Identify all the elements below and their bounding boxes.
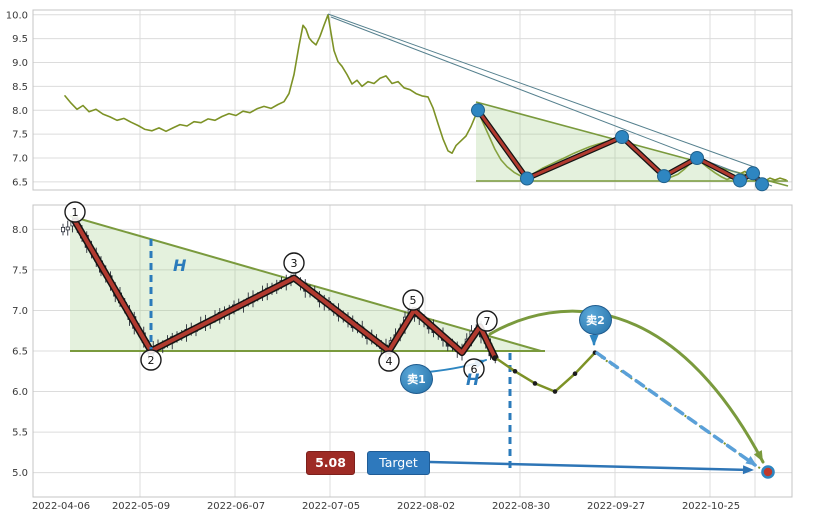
plot-border (32, 204, 793, 498)
pivot-circle (140, 349, 162, 371)
x-tick-label: 2022-09-27 (587, 501, 645, 512)
pivot-circle (463, 358, 485, 380)
pivot-number: 3 (291, 257, 298, 270)
x-tick-label: 2022-06-07 (207, 501, 265, 512)
pivot-dot (657, 169, 671, 184)
overview-chart: 10.0 9.5 9.0 8.5 8.0 7.5 7.0 6.5 (6, 9, 793, 192)
pivot-dot (755, 177, 769, 192)
target-price-tag: 5.08 (306, 451, 355, 475)
y-tick-label: 9.5 (12, 34, 28, 45)
target-arrow (428, 460, 752, 472)
zigzag-line (73, 219, 497, 360)
detail-chart: 8.0 7.5 7.0 6.5 6.0 5.5 5.0 2022-04-06 2022-05-0… (12, 201, 793, 512)
pivot-dot (746, 166, 760, 181)
y-tick-label: 6.5 (12, 347, 28, 358)
y-tick-label: 7.5 (12, 130, 28, 141)
pivot-number: 5 (410, 294, 417, 307)
pivot-number: 7 (484, 315, 491, 328)
x-tick-label: 2022-07-05 (302, 501, 360, 512)
x-tick-label: 2022-04-06 (32, 501, 90, 512)
projection-dot (512, 368, 518, 374)
projection-dot (532, 381, 538, 386)
y-tick-label: 7.0 (12, 306, 28, 317)
plot-border (32, 9, 793, 191)
measured-move-arrow (488, 309, 765, 464)
breakdown-arrow-head (745, 456, 757, 466)
height-label-1: H (173, 256, 187, 275)
pivot-circle (378, 350, 400, 372)
target-arrow-head (742, 465, 754, 475)
candle-body (61, 226, 66, 233)
sell2-balloon: 卖2 (579, 305, 612, 335)
pivot-number: 1 (72, 206, 79, 219)
projection-dot (572, 371, 578, 377)
sell2-arrow-head (589, 335, 599, 346)
pivot-circle (476, 310, 498, 332)
breakdown-arrow (595, 351, 757, 467)
pivot-circle (283, 252, 305, 274)
target-word-tag: Target (367, 451, 430, 475)
pivot-dot (733, 173, 747, 188)
y-tick-label: 8.5 (12, 82, 28, 93)
y-tick-label: 8.0 (12, 106, 28, 117)
pivot-dot (615, 130, 629, 145)
x-tick-label: 2022-08-02 (397, 501, 455, 512)
y-tick-label: 5.0 (12, 468, 28, 479)
projection-dot (492, 355, 498, 360)
measured-move-arrow-head (753, 450, 763, 462)
x-tick-label: 2022-08-30 (492, 501, 550, 512)
pivot-number: 6 (471, 363, 478, 376)
trend-channel-line (327, 13, 758, 169)
projection-dot (552, 389, 558, 394)
y-tick-label: 6.5 (12, 177, 28, 188)
sell1-balloon: 卖1 (400, 364, 433, 394)
y-tick-label: 7.5 (12, 265, 28, 276)
target-dot (761, 465, 775, 479)
pivot-number: 4 (386, 355, 393, 368)
x-tick-label: 2022-05-09 (112, 501, 170, 512)
height-label-2: H (466, 370, 480, 389)
candle-body (65, 226, 70, 231)
y-tick-label: 8.0 (12, 225, 28, 236)
x-tick-label: 2022-10-25 (682, 501, 740, 512)
projection-path (493, 351, 597, 393)
y-tick-label: 7.0 (12, 154, 28, 165)
pivot-circle (402, 289, 424, 311)
pivot-dot (471, 103, 485, 118)
y-tick-label: 10.0 (6, 10, 28, 21)
y-tick-label: 9.0 (12, 58, 28, 69)
pivot-number: 2 (148, 354, 155, 367)
price-line (64, 14, 787, 182)
y-tick-label: 5.5 (12, 428, 28, 439)
pivot-dot (520, 171, 534, 186)
pivot-dot (690, 151, 704, 166)
pivot-circle (64, 201, 86, 223)
y-tick-label: 6.0 (12, 387, 28, 398)
